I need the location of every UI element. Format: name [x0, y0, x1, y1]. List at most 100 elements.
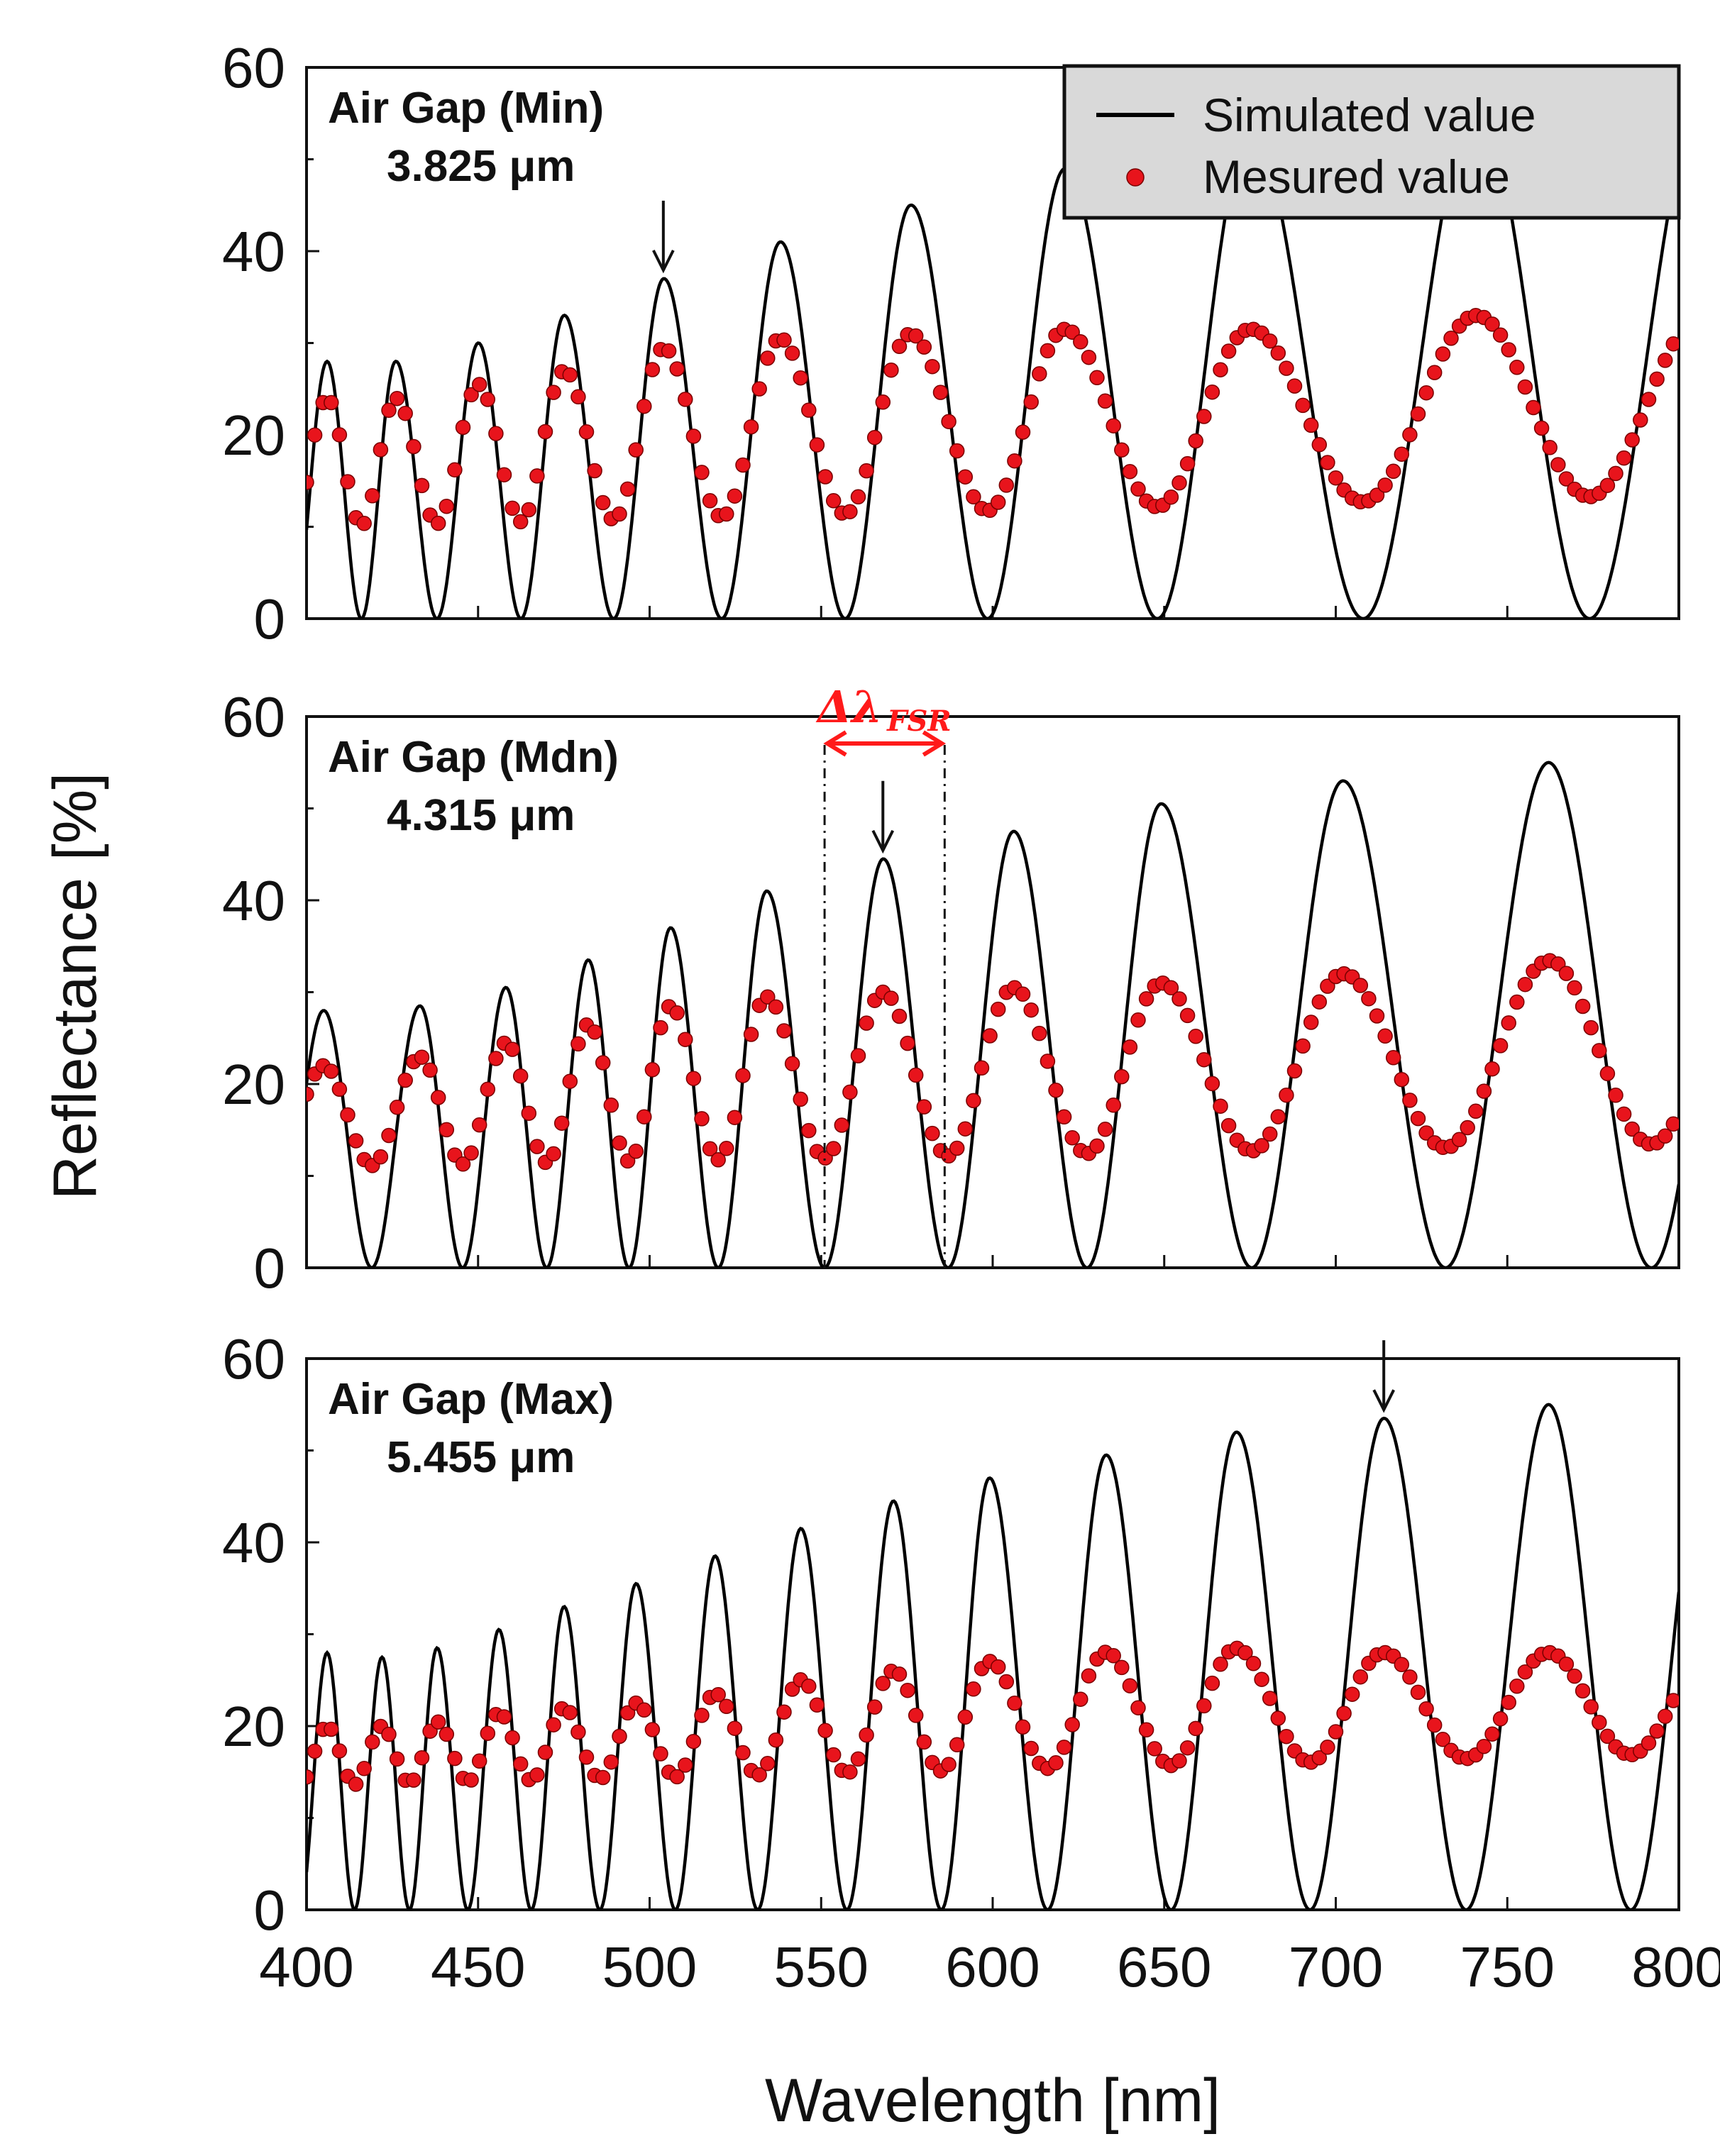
measured-point: [1204, 1076, 1220, 1092]
measured-point: [900, 1682, 915, 1698]
measured-point: [760, 350, 776, 366]
measured-point: [1254, 1138, 1269, 1154]
measured-point: [595, 1055, 611, 1071]
measured-point: [365, 1734, 380, 1750]
measured-point: [307, 1769, 314, 1785]
measured-point: [1196, 1051, 1212, 1068]
measured-point: [801, 402, 817, 418]
measured-point: [982, 1028, 998, 1044]
measured-point: [859, 463, 874, 479]
measured-point: [381, 1127, 397, 1144]
measured-point: [875, 394, 891, 410]
measured-point: [1015, 424, 1031, 440]
measured-point: [480, 392, 496, 407]
measured-point: [1295, 397, 1311, 414]
plot-frame: [305, 1357, 1680, 1911]
measured-point: [1286, 1063, 1303, 1079]
y-tick-label: 60: [222, 1327, 285, 1391]
measured-point: [990, 1001, 1006, 1017]
measured-point: [1279, 1728, 1294, 1745]
measured-point: [949, 1140, 965, 1156]
measured-point: [373, 1149, 389, 1165]
measured-point: [414, 1049, 430, 1065]
simulated-line: [307, 1403, 1679, 1910]
measured-point: [932, 385, 949, 400]
measured-point: [1665, 1693, 1679, 1708]
simulated-line: [307, 761, 1679, 1268]
measured-point: [710, 1152, 726, 1168]
measured-point: [949, 1737, 965, 1753]
measured-point: [1592, 1043, 1607, 1058]
measured-point: [496, 1709, 512, 1725]
measured-point: [1624, 432, 1640, 448]
measured-point: [1163, 489, 1179, 505]
measured-point: [1130, 1012, 1146, 1028]
measured-point: [1245, 1656, 1262, 1671]
measured-point: [1237, 1644, 1253, 1661]
measured-point: [1179, 455, 1196, 472]
measured-point: [1567, 1668, 1582, 1684]
measured-point: [694, 465, 710, 480]
measured-point: [702, 1141, 718, 1157]
measured-point: [1492, 1038, 1509, 1054]
measured-point: [331, 1743, 348, 1759]
measured-point: [324, 1721, 339, 1737]
measured-point: [406, 1772, 421, 1788]
measured-point: [1657, 1128, 1673, 1144]
measured-point: [908, 328, 924, 344]
measured-point: [1138, 991, 1154, 1007]
y-tick-label: 60: [222, 36, 285, 99]
measured-point: [1262, 333, 1278, 349]
y-tick-label: 0: [254, 1237, 286, 1300]
peak-arrow-head: [652, 249, 675, 274]
measured-point: [1641, 392, 1657, 407]
measured-point: [644, 1062, 661, 1078]
measured-point: [1418, 1701, 1434, 1717]
measured-point: [1270, 1710, 1286, 1726]
measured-point: [1501, 1694, 1516, 1710]
measured-point: [710, 1686, 726, 1703]
measured-point: [727, 488, 743, 504]
legend-measured-label: Mesured value: [1203, 150, 1510, 203]
measured-point: [1097, 1122, 1113, 1137]
measured-point: [1089, 370, 1105, 386]
measured-point: [908, 1708, 924, 1723]
measured-point: [1451, 1132, 1467, 1148]
measured-point: [1213, 1098, 1228, 1114]
measured-point: [1130, 1700, 1146, 1715]
measured-point: [1048, 1083, 1064, 1098]
measured-point: [455, 419, 471, 436]
measured-point: [900, 1035, 915, 1051]
measured-point: [331, 1081, 348, 1098]
measured-point: [891, 338, 908, 355]
measured-point: [546, 1146, 561, 1162]
y-tick-label: 60: [222, 685, 285, 748]
measured-point: [1320, 455, 1335, 470]
measured-point: [825, 493, 842, 509]
measured-point: [1064, 324, 1080, 340]
measured-point: [644, 362, 661, 377]
measured-point: [1130, 481, 1146, 497]
measured-point: [612, 1728, 627, 1745]
measured-point: [751, 381, 767, 397]
y-tick-label: 40: [222, 220, 285, 283]
measured-point: [414, 477, 430, 494]
measured-point: [859, 1015, 874, 1031]
measured-point: [727, 1110, 743, 1125]
measured-point: [356, 1761, 372, 1776]
measured-point: [595, 494, 611, 511]
measured-point: [1279, 360, 1294, 376]
measured-point: [1385, 463, 1401, 480]
measured-point: [1279, 1087, 1294, 1103]
measured-point: [1254, 1671, 1269, 1687]
measured-point: [727, 1720, 743, 1736]
measured-point: [1369, 1008, 1385, 1024]
measured-point: [1599, 1066, 1616, 1082]
measured-point: [381, 402, 397, 419]
panel-3: 0 20 40 60 Air Gap (Max) 5.455 μm 400 450 500 550…: [222, 1327, 1720, 1999]
measured-point: [735, 457, 751, 473]
measured-point: [743, 419, 759, 435]
measured-point: [430, 1714, 446, 1730]
measured-point: [916, 339, 932, 355]
measured-point: [998, 1674, 1015, 1690]
